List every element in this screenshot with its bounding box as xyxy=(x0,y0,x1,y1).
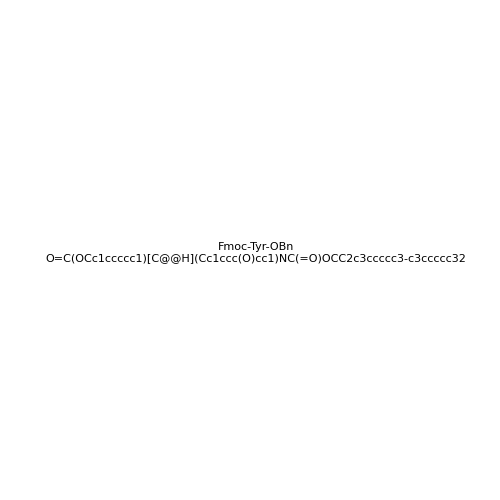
Text: Fmoc-Tyr-OBn
O=C(OCc1ccccc1)[C@@H](Cc1ccc(O)cc1)NC(=O)OCC2c3ccccc3-c3ccccc32: Fmoc-Tyr-OBn O=C(OCc1ccccc1)[C@@H](Cc1cc… xyxy=(46,242,467,264)
